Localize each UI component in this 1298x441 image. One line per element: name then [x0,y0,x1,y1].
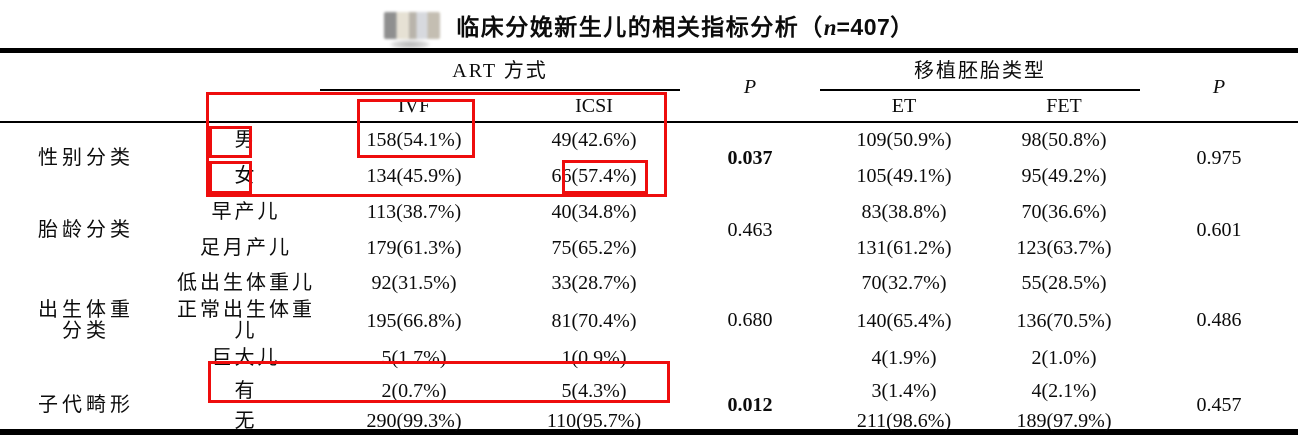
value-low-weight-icsi: 33(28.7%) [551,271,637,294]
p-value-gender-art: 0.037 [727,147,773,169]
value-low-weight-et: 70(32.7%) [861,271,947,294]
value-malformation-no-ivf: 290(99.3%) [366,410,462,432]
table-caption: 临床分娩新生儿的相关指标分析（n=407） [0,4,1298,46]
table-title: 临床分娩新生儿的相关指标分析（n=407） [456,8,914,42]
redacted-table-number [384,11,441,39]
empty-header-cell [0,53,320,123]
subcategory-macrosomia: 巨大儿 [211,347,281,369]
value-macrosomia-icsi: 1(0.9%) [561,347,627,369]
value-male-ivf: 158(54.1%) [366,129,462,151]
value-macrosomia-fet: 2(1.0%) [1031,347,1097,369]
group-label-line: 子代畸形 [38,394,134,416]
p-value-malformation-embryo: 0.457 [1196,394,1242,416]
value-low-weight-ivf: 92(31.5%) [371,271,457,294]
value-malformation-no-et: 211(98.6%) [856,410,952,432]
subcategory-malformation-no: 无 [234,410,258,432]
p-value-gender-embryo: 0.975 [1196,147,1242,169]
bottom-rule [0,429,1298,435]
value-female-et: 105(49.1%) [856,164,952,187]
table-title-n-symbol: n [823,15,837,40]
value-preterm-icsi: 40(34.8%) [551,201,637,223]
group-label-line: 性别分类 [38,147,134,169]
value-normal-weight-fet: 136(70.5%) [1016,309,1112,332]
value-male-et: 109(50.9%) [856,129,952,151]
value-normal-weight-icsi: 81(70.4%) [551,309,637,332]
p-value-malformation-art: 0.012 [727,394,773,416]
subcategory-low-weight: 低出生体重儿 [177,271,315,294]
p-value-weight-art: 0.680 [727,309,773,331]
table-title-main: 临床分娩新生儿的相关指标分析（ [456,14,824,40]
value-macrosomia-et: 4(1.9%) [871,347,937,369]
value-preterm-fet: 70(36.6%) [1021,201,1107,223]
value-malformation-no-icsi: 110(95.7%) [546,410,642,432]
value-malformation-yes-icsi: 5(4.3%) [561,379,627,402]
group-label-line: 胎龄分类 [38,218,134,241]
subcategory-female: 女 [234,164,258,187]
value-malformation-yes-et: 3(1.4%) [871,379,937,402]
value-preterm-ivf: 113(38.7%) [366,201,462,223]
value-malformation-yes-ivf: 2(0.7%) [381,379,447,402]
value-fullterm-icsi: 75(65.2%) [551,237,637,259]
group-label-line: 出生体重 [38,298,134,321]
group-label-line: 分类 [62,319,110,342]
group-label-gestational-age: 胎龄分类 [0,194,172,266]
value-male-icsi: 49(42.6%) [551,129,637,151]
subcategory-male: 男 [234,129,258,151]
value-preterm-et: 83(38.8%) [861,201,947,223]
top-rule [0,48,1298,53]
group-label-birth-weight: 出生体重 分类 [0,266,172,375]
value-female-ivf: 134(45.9%) [366,164,462,187]
value-fullterm-fet: 123(63.7%) [1016,237,1112,259]
group-header-art: ART 方式 [320,53,680,91]
col-header-fet: FET [988,90,1140,123]
value-normal-weight-et: 140(65.4%) [856,309,952,332]
value-normal-weight-ivf: 195(66.8%) [366,309,462,332]
col-header-icsi: ICSI [508,90,680,123]
p-header-embryo: P [1140,53,1298,123]
value-female-icsi: 66(57.4%) [551,164,637,187]
group-label-malformation: 子代畸形 [0,375,172,436]
value-malformation-no-fet: 189(97.9%) [1016,410,1112,432]
p-value-weight-embryo: 0.486 [1196,309,1242,331]
group-header-embryo-type: 移植胚胎类型 [820,53,1140,91]
p-header-art: P [680,53,820,123]
subcategory-fullterm: 足月产儿 [200,237,292,259]
subcategory-malformation-yes: 有 [234,379,258,402]
p-value-gestational-embryo: 0.601 [1196,218,1242,241]
group-label-gender: 性别分类 [0,122,172,194]
col-header-ivf: IVF [320,90,508,123]
indicators-table: ART 方式 P 移植胚胎类型 P IVF ICSI ET FET 性别分类 男… [0,53,1298,436]
value-low-weight-fet: 55(28.5%) [1021,271,1107,294]
value-fullterm-ivf: 179(61.3%) [366,237,462,259]
value-male-fet: 98(50.8%) [1021,129,1107,151]
value-fullterm-et: 131(61.2%) [856,237,952,259]
value-macrosomia-ivf: 5(1.7%) [381,347,447,369]
p-value-gestational-art: 0.463 [727,218,773,241]
value-malformation-yes-fet: 4(2.1%) [1031,379,1097,402]
col-header-et: ET [820,90,988,123]
subcategory-preterm: 早产儿 [211,201,281,223]
value-female-fet: 95(49.2%) [1021,164,1107,187]
subcategory-normal-weight: 正常出生体重儿 [177,299,315,342]
table-title-n-value: =407） [836,14,914,40]
